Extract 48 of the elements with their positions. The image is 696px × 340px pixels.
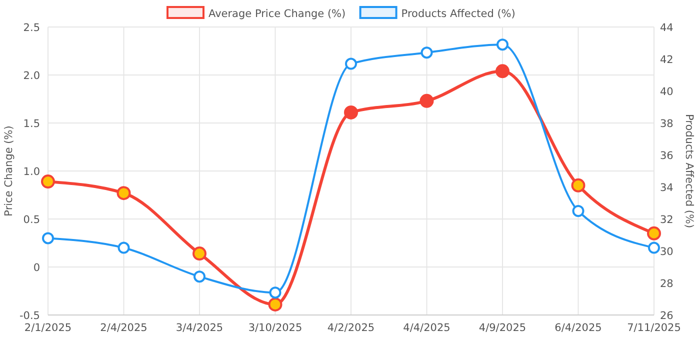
y2-tick-label: 36 (660, 150, 674, 162)
x-tick-label: 7/11/2025 (627, 322, 681, 334)
x-tick-label: 2/4/2025 (100, 322, 148, 334)
point (194, 270, 206, 283)
x-tick-label: 3/4/2025 (176, 322, 224, 334)
point (116, 186, 131, 200)
point (420, 46, 433, 59)
point (192, 246, 206, 261)
y2-tick-label: 30 (660, 246, 674, 258)
y-axis-title: Price Change (%) (3, 126, 15, 216)
y-tick-label: 1.5 (23, 118, 40, 130)
y2-tick-label: 32 (660, 214, 674, 226)
legend-label: Products Affected (%) (401, 8, 516, 20)
y2-tick-label: 42 (660, 54, 674, 66)
y-tick-label: 0.5 (23, 214, 40, 226)
y-tick-label: 1.0 (23, 166, 40, 178)
x-tick-label: 2/1/2025 (24, 322, 72, 334)
point (345, 58, 357, 70)
point (571, 178, 586, 192)
y-tick-label: -0.5 (20, 310, 40, 322)
point (42, 232, 54, 244)
y2-tick-label: 34 (660, 182, 674, 194)
point (420, 94, 434, 108)
y2-axis-title: Products Affected (%) (683, 114, 695, 228)
y-tick-label: 2.5 (23, 22, 40, 34)
point (496, 38, 508, 51)
point (41, 174, 55, 189)
y2-tick-label: 40 (660, 86, 674, 98)
point (118, 242, 130, 254)
x-tick-label: 6/4/2025 (554, 322, 602, 334)
point (647, 226, 661, 240)
point (572, 205, 584, 217)
point (269, 286, 282, 299)
x-tick-label: 4/4/2025 (403, 322, 450, 334)
point (496, 64, 510, 78)
y2-tick-label: 44 (660, 22, 674, 34)
y2-tick-label: 28 (660, 278, 674, 290)
point (268, 297, 282, 312)
x-tick-label: 4/2/2025 (327, 322, 375, 334)
x-tick-label: 3/10/2025 (248, 322, 302, 334)
point (344, 105, 358, 120)
y2-tick-label: 38 (660, 118, 674, 130)
point (648, 242, 660, 254)
legend-label: Average Price Change (%) (208, 8, 346, 20)
y2-tick-label: 26 (660, 310, 674, 322)
y-tick-label: 2.0 (23, 70, 40, 82)
x-tick-label: 4/9/2025 (478, 322, 526, 334)
y-tick-label: 0 (33, 262, 40, 274)
